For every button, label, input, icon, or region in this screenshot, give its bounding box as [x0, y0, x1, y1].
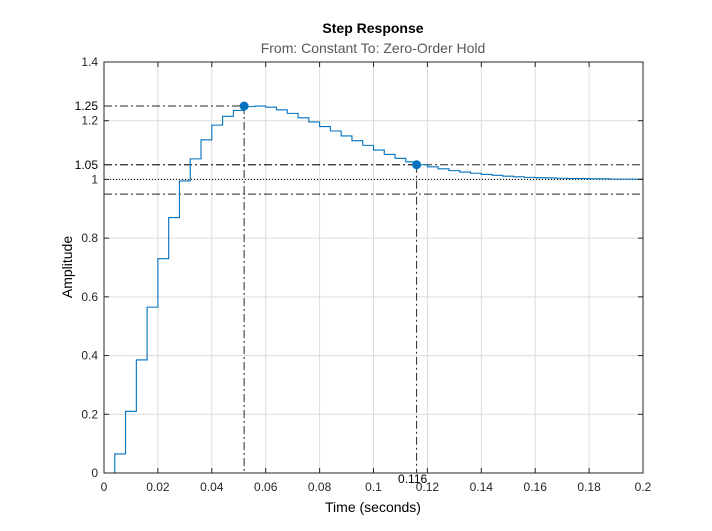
x-tick-label: 0.08 — [308, 480, 332, 494]
x-tick-label: 0.1 — [365, 480, 382, 494]
x-axis-ticks: 0 0.02 0.04 0.06 0.08 0.1 0.12 0.14 0.16 0.18 0.2 — [101, 62, 652, 494]
x-tick-label: 0.14 — [470, 480, 494, 494]
step-response-line[interactable] — [104, 105, 643, 474]
settling-y-label: 1.05 — [75, 158, 99, 172]
settling-x-label: 0.116 — [398, 472, 427, 486]
x-tick-label: 0.06 — [254, 480, 278, 494]
y-tick-label: 0.6 — [81, 290, 98, 304]
series-layer — [104, 105, 643, 474]
x-tick-label: 0 — [101, 480, 108, 494]
x-tick-label: 0.04 — [200, 480, 224, 494]
peak-marker[interactable] — [239, 101, 249, 111]
peak-y-label: 1.25 — [75, 99, 99, 113]
y-tick-label: 1.4 — [81, 55, 98, 69]
y-tick-label: 0.2 — [81, 407, 98, 421]
y-tick-label: 0 — [91, 466, 98, 480]
x-tick-label: 0.16 — [524, 480, 548, 494]
x-tick-label: 0.02 — [146, 480, 170, 494]
y-tick-label: 0.8 — [81, 231, 98, 245]
y-tick-label: 0.4 — [81, 349, 98, 363]
marker-layer: 1.25 1.05 0.116 — [75, 99, 428, 486]
y-tick-label: 1 — [91, 172, 98, 186]
y-axis-label: Amplitude — [59, 236, 75, 298]
reference-lines — [104, 105, 643, 473]
y-tick-label: 1.2 — [81, 114, 98, 128]
chart-subtitle: From: Constant To: Zero-Order Hold — [261, 40, 486, 56]
x-tick-label: 0.2 — [635, 480, 652, 494]
x-tick-label: 0.18 — [577, 480, 601, 494]
settling-marker[interactable] — [412, 160, 422, 170]
y-axis-ticks: 0 0.2 0.4 0.6 0.8 1 1.2 1.4 — [81, 55, 643, 480]
x-tick-label: 0.12 — [416, 480, 440, 494]
chart-title: Step Response — [322, 20, 423, 36]
x-axis-label: Time (seconds) — [325, 499, 421, 515]
